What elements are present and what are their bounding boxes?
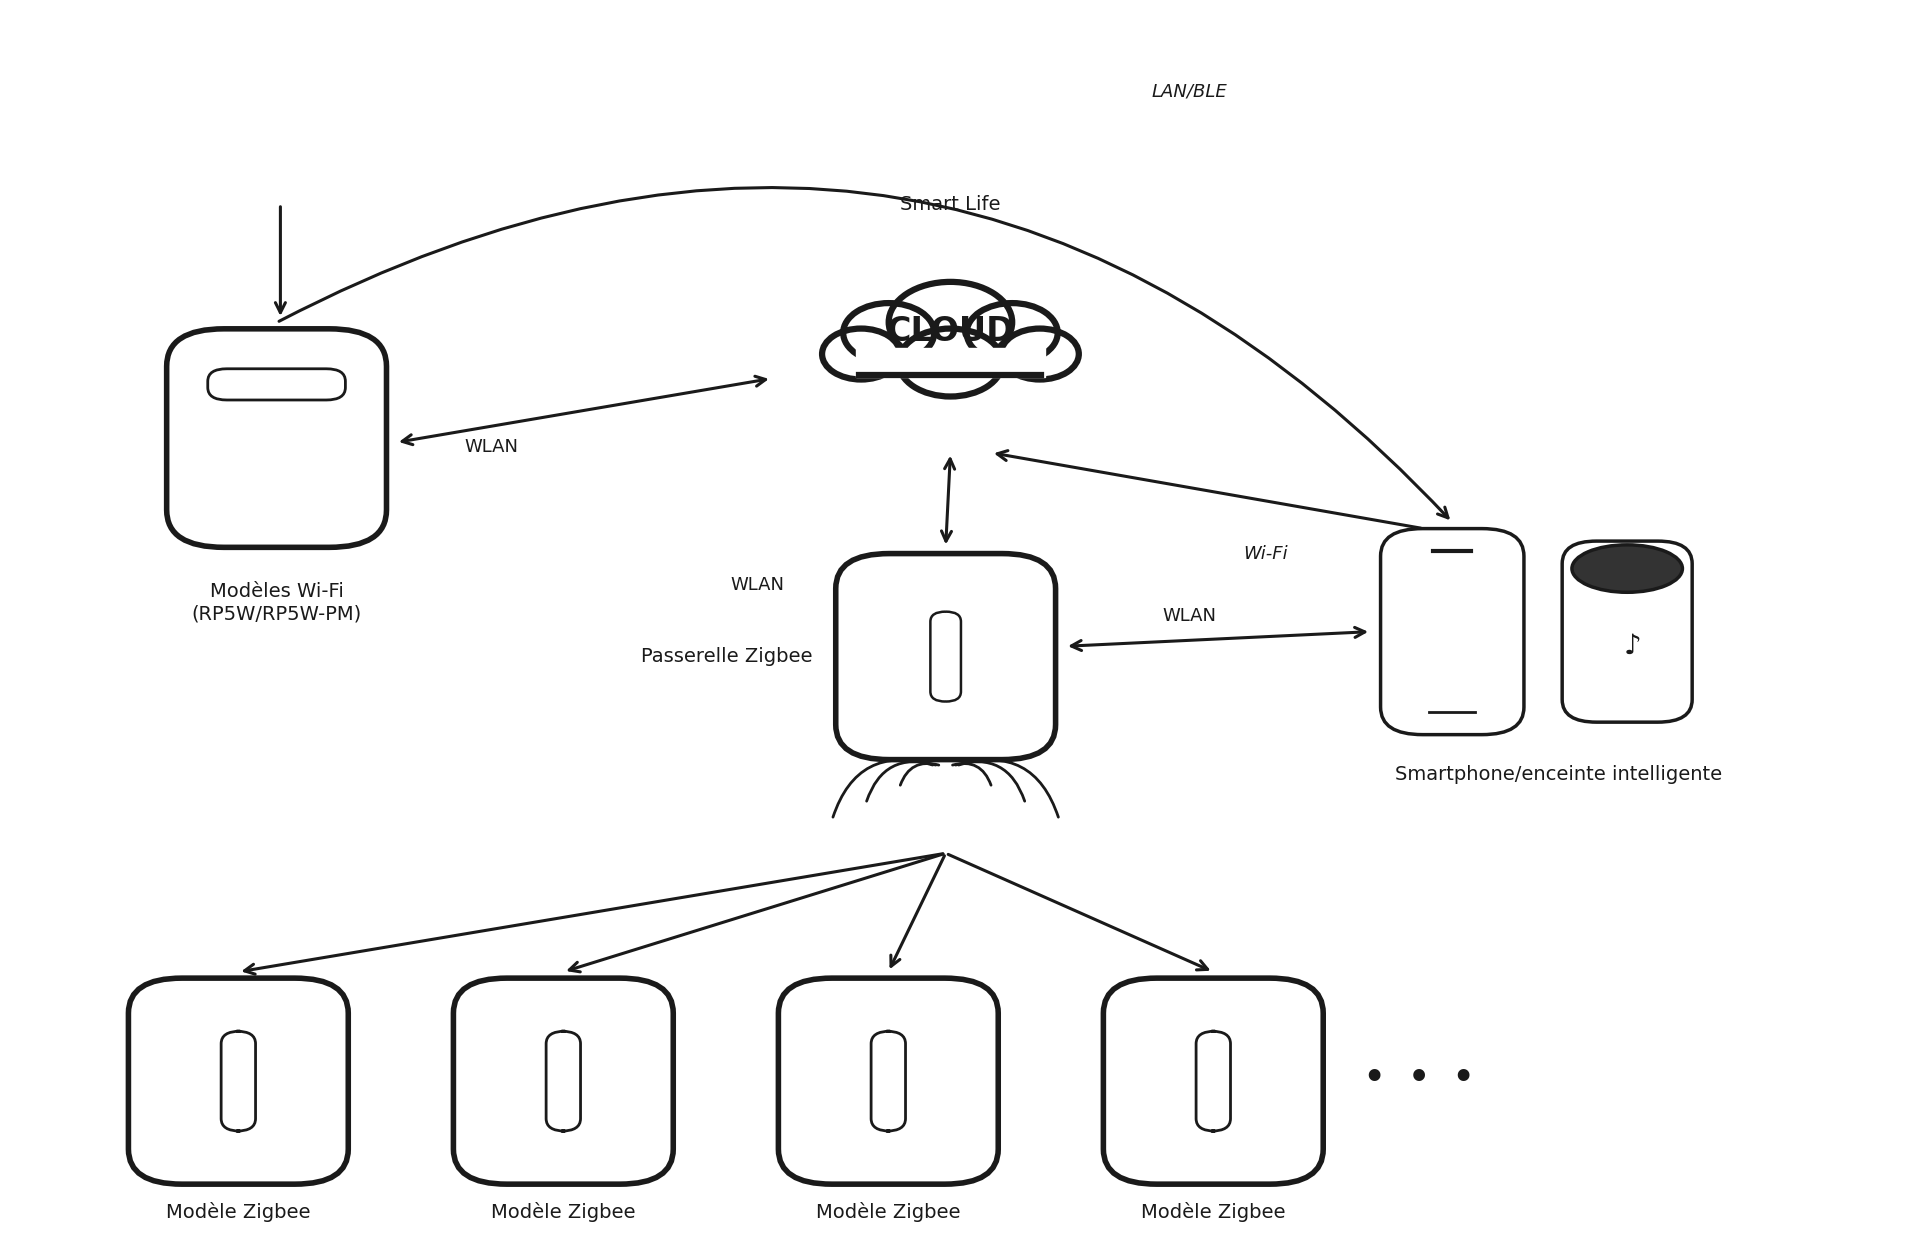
Text: Modèles Wi-Fi
(RP5W/RP5W-PM): Modèles Wi-Fi (RP5W/RP5W-PM) [192,582,361,623]
Circle shape [1000,328,1079,380]
FancyBboxPatch shape [1380,529,1524,734]
FancyBboxPatch shape [872,1031,906,1131]
FancyBboxPatch shape [931,612,960,701]
Circle shape [843,303,935,362]
FancyBboxPatch shape [221,1031,255,1131]
Text: WLAN: WLAN [465,439,518,456]
Text: CLOUD: CLOUD [887,314,1014,348]
Text: WLAN: WLAN [730,576,783,593]
Text: Smartphone/enceinte intelligente: Smartphone/enceinte intelligente [1396,766,1722,784]
Text: Wi-Fi: Wi-Fi [1244,544,1288,563]
FancyBboxPatch shape [1563,541,1692,723]
Text: Modèle Zigbee: Modèle Zigbee [1140,1202,1286,1222]
Circle shape [822,328,900,380]
Text: Modèle Zigbee: Modèle Zigbee [816,1202,960,1222]
Circle shape [899,328,1002,396]
Text: •  •  •: • • • [1363,1061,1475,1095]
FancyBboxPatch shape [835,553,1056,759]
Text: Smart Life: Smart Life [900,195,1000,214]
Text: Modèle Zigbee: Modèle Zigbee [167,1202,311,1222]
FancyBboxPatch shape [167,329,386,547]
Circle shape [889,282,1012,362]
FancyBboxPatch shape [129,978,348,1184]
Ellipse shape [1572,544,1682,592]
FancyBboxPatch shape [1196,1031,1231,1131]
Text: WLAN: WLAN [1162,607,1217,625]
FancyBboxPatch shape [1104,978,1323,1184]
Text: ♪: ♪ [1624,632,1642,660]
Text: Modèle Zigbee: Modèle Zigbee [492,1202,636,1222]
FancyBboxPatch shape [453,978,674,1184]
FancyBboxPatch shape [778,978,998,1184]
Text: LAN/BLE: LAN/BLE [1152,83,1227,101]
FancyBboxPatch shape [545,1031,580,1131]
Circle shape [966,303,1058,362]
Text: Passerelle Zigbee: Passerelle Zigbee [641,647,812,666]
FancyBboxPatch shape [207,368,346,400]
Bar [856,348,1044,377]
